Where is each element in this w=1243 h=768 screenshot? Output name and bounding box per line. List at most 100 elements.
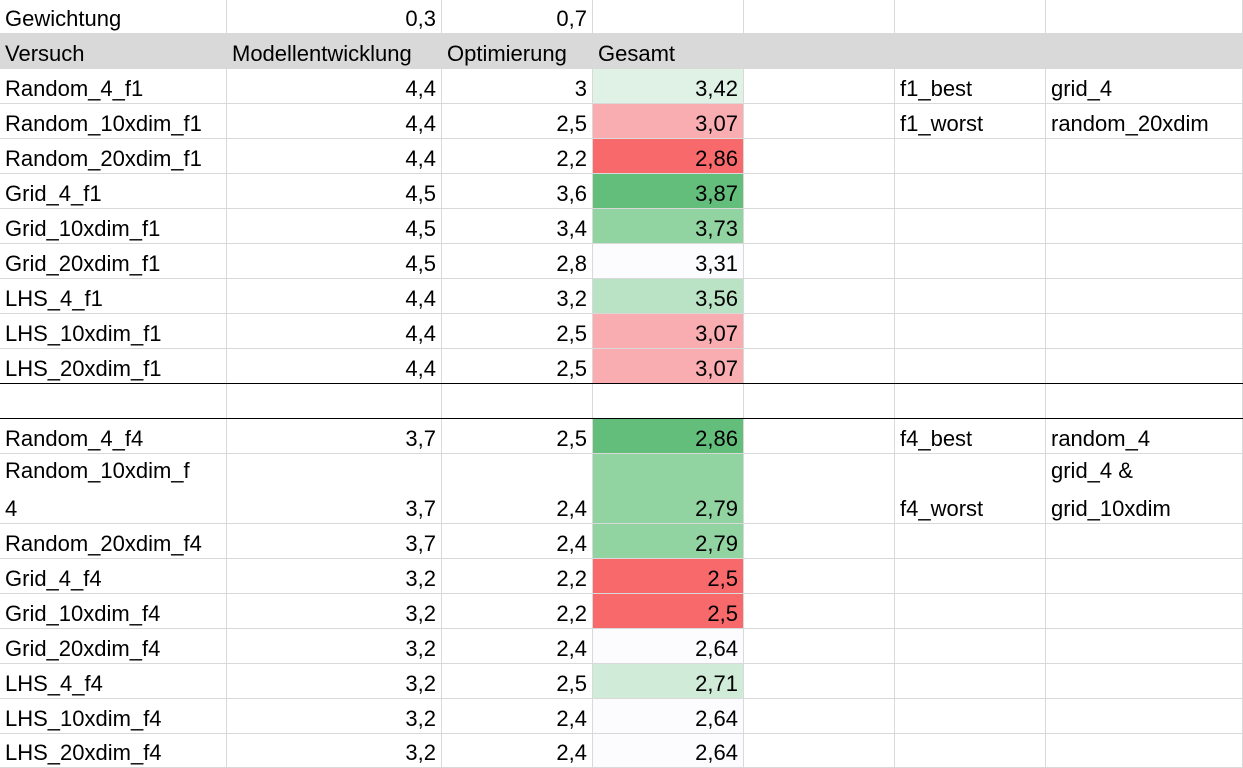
cell-empty[interactable] [744, 559, 895, 594]
versuch-cell[interactable]: LHS_4_f4 [0, 664, 227, 699]
cell-empty[interactable] [895, 209, 1046, 244]
cell-empty[interactable] [895, 699, 1046, 734]
modell-cell[interactable]: 4,4 [227, 349, 442, 384]
f1-worst-value-cell[interactable]: random_20xdim [1046, 104, 1243, 139]
gesamt-cell[interactable]: 2,64 [593, 734, 744, 768]
optim-cell[interactable]: 2,5 [442, 314, 593, 349]
cell-empty[interactable] [1046, 384, 1243, 419]
f4-worst-value-cell[interactable]: grid_4 & grid_10xdim [1046, 454, 1243, 524]
versuch-cell[interactable]: Grid_4_f4 [0, 559, 227, 594]
versuch-cell[interactable]: Random_4_f1 [0, 69, 227, 104]
header-versuch[interactable]: Versuch [0, 34, 227, 69]
versuch-cell[interactable]: Random_10xdim_f 4 [0, 454, 227, 524]
f4-best-value-cell[interactable]: random_4 [1046, 419, 1243, 454]
versuch-cell[interactable]: Random_4_f4 [0, 419, 227, 454]
cell-empty[interactable] [1046, 699, 1243, 734]
optim-cell[interactable]: 2,4 [442, 734, 593, 768]
gesamt-cell[interactable]: 2,86 [593, 139, 744, 174]
cell-empty[interactable] [744, 454, 895, 524]
cell-empty[interactable] [1046, 0, 1243, 34]
gesamt-cell[interactable]: 2,86 [593, 419, 744, 454]
optim-cell[interactable]: 3,6 [442, 174, 593, 209]
cell-empty[interactable] [1046, 524, 1243, 559]
cell-empty[interactable] [744, 0, 895, 34]
cell-empty[interactable] [1046, 314, 1243, 349]
header-optim[interactable]: Optimierung [442, 34, 593, 69]
gesamt-cell[interactable]: 3,56 [593, 279, 744, 314]
optim-cell[interactable]: 2,5 [442, 349, 593, 384]
cell-empty[interactable] [1046, 209, 1243, 244]
cell-empty[interactable] [1046, 279, 1243, 314]
gesamt-cell[interactable]: 3,07 [593, 104, 744, 139]
weight-optim-cell[interactable]: 0,7 [442, 0, 593, 34]
cell-empty[interactable] [593, 384, 744, 419]
modell-cell[interactable]: 4,5 [227, 174, 442, 209]
cell-empty[interactable] [895, 174, 1046, 209]
versuch-cell[interactable]: Grid_20xdim_f4 [0, 629, 227, 664]
cell-empty[interactable] [1046, 174, 1243, 209]
cell-empty[interactable] [895, 0, 1046, 34]
cell-empty[interactable] [895, 349, 1046, 384]
cell-empty[interactable] [895, 314, 1046, 349]
versuch-cell[interactable]: LHS_10xdim_f1 [0, 314, 227, 349]
cell-empty[interactable] [593, 0, 744, 34]
cell-empty[interactable] [744, 209, 895, 244]
modell-cell[interactable]: 3,2 [227, 664, 442, 699]
versuch-cell[interactable]: Random_10xdim_f1 [0, 104, 227, 139]
f1-best-value-cell[interactable]: grid_4 [1046, 69, 1243, 104]
f4-best-label-cell[interactable]: f4_best [895, 419, 1046, 454]
optim-cell[interactable]: 2,2 [442, 594, 593, 629]
modell-cell[interactable]: 4,4 [227, 139, 442, 174]
cell-empty[interactable] [744, 629, 895, 664]
cell-empty[interactable] [1046, 734, 1243, 768]
gesamt-cell[interactable]: 2,5 [593, 594, 744, 629]
optim-cell[interactable]: 2,2 [442, 559, 593, 594]
weight-modell-cell[interactable]: 0,3 [227, 0, 442, 34]
cell-empty[interactable] [895, 664, 1046, 699]
cell-empty[interactable] [1046, 594, 1243, 629]
cell-empty[interactable] [895, 524, 1046, 559]
modell-cell[interactable]: 3,2 [227, 699, 442, 734]
cell-empty[interactable] [895, 559, 1046, 594]
optim-cell[interactable]: 2,5 [442, 104, 593, 139]
gesamt-cell[interactable]: 2,64 [593, 629, 744, 664]
cell-empty[interactable] [744, 279, 895, 314]
optim-cell[interactable]: 2,5 [442, 664, 593, 699]
gesamt-cell[interactable]: 3,07 [593, 349, 744, 384]
cell-empty[interactable] [895, 139, 1046, 174]
gesamt-cell[interactable]: 2,79 [593, 524, 744, 559]
optim-cell[interactable]: 2,8 [442, 244, 593, 279]
gesamt-cell[interactable]: 3,42 [593, 69, 744, 104]
cell-empty[interactable] [744, 734, 895, 768]
gesamt-cell[interactable]: 2,64 [593, 699, 744, 734]
optim-cell[interactable]: 2,4 [442, 629, 593, 664]
optim-cell[interactable]: 2,2 [442, 139, 593, 174]
modell-cell[interactable]: 4,4 [227, 279, 442, 314]
modell-cell[interactable]: 4,4 [227, 314, 442, 349]
versuch-cell[interactable]: LHS_10xdim_f4 [0, 699, 227, 734]
versuch-cell[interactable]: Grid_10xdim_f1 [0, 209, 227, 244]
cell-empty[interactable] [744, 594, 895, 629]
gesamt-cell[interactable]: 3,87 [593, 174, 744, 209]
optim-cell[interactable]: 3,4 [442, 209, 593, 244]
modell-cell[interactable]: 3,7 [227, 454, 442, 524]
cell-empty[interactable] [744, 664, 895, 699]
versuch-cell[interactable]: LHS_20xdim_f4 [0, 734, 227, 768]
optim-cell[interactable]: 3 [442, 69, 593, 104]
weights-label-cell[interactable]: Gewichtung [0, 0, 227, 34]
cell-empty[interactable] [744, 244, 895, 279]
cell-empty[interactable] [744, 174, 895, 209]
cell-empty[interactable] [1046, 244, 1243, 279]
modell-cell[interactable]: 4,4 [227, 104, 442, 139]
cell-empty[interactable] [744, 314, 895, 349]
cell-empty[interactable] [744, 139, 895, 174]
cell-empty[interactable] [895, 279, 1046, 314]
cell-empty[interactable] [1046, 349, 1243, 384]
optim-cell[interactable]: 3,2 [442, 279, 593, 314]
cell-empty[interactable] [895, 734, 1046, 768]
modell-cell[interactable]: 4,5 [227, 244, 442, 279]
cell-empty[interactable] [744, 104, 895, 139]
modell-cell[interactable]: 3,2 [227, 734, 442, 768]
modell-cell[interactable]: 3,7 [227, 524, 442, 559]
versuch-cell[interactable]: Random_20xdim_f4 [0, 524, 227, 559]
